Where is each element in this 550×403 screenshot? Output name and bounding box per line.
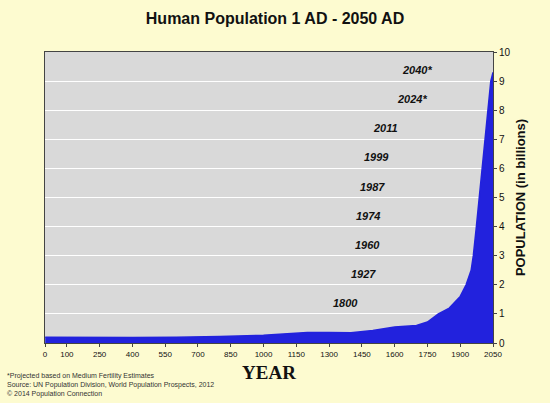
svg-text:100: 100 [60, 350, 74, 359]
svg-text:Human Population 1 AD - 2050 A: Human Population 1 AD - 2050 AD [146, 10, 404, 27]
svg-text:4: 4 [499, 221, 505, 232]
svg-text:1987: 1987 [360, 181, 385, 193]
svg-text:850: 850 [224, 350, 238, 359]
svg-text:*Projected based on Medium Fer: *Projected based on Medium Fertility Est… [7, 372, 214, 398]
svg-text:1450: 1450 [353, 350, 371, 359]
svg-text:1600: 1600 [386, 350, 404, 359]
svg-text:1750: 1750 [419, 350, 437, 359]
svg-text:1: 1 [499, 308, 505, 319]
svg-text:0: 0 [43, 350, 48, 359]
svg-text:1974: 1974 [356, 210, 380, 222]
svg-text:1927: 1927 [351, 268, 376, 280]
svg-text:6: 6 [499, 163, 505, 174]
svg-text:2024*: 2024* [397, 93, 427, 105]
svg-text:5: 5 [499, 192, 505, 203]
svg-text:0: 0 [499, 338, 505, 349]
svg-text:POPULATION (in billions): POPULATION (in billions) [513, 119, 528, 276]
svg-text:400: 400 [126, 350, 140, 359]
svg-text:1000: 1000 [255, 350, 273, 359]
svg-text:1800: 1800 [333, 297, 358, 309]
svg-text:2040*: 2040* [402, 64, 432, 76]
svg-text:9: 9 [499, 76, 505, 87]
svg-text:1999: 1999 [364, 151, 389, 163]
svg-text:1960: 1960 [355, 239, 380, 251]
svg-text:1900: 1900 [451, 350, 469, 359]
svg-text:1150: 1150 [288, 350, 306, 359]
svg-text:700: 700 [191, 350, 205, 359]
svg-text:250: 250 [93, 350, 107, 359]
svg-text:550: 550 [159, 350, 173, 359]
svg-text:8: 8 [499, 105, 505, 116]
svg-text:2011: 2011 [373, 122, 398, 134]
svg-text:10: 10 [499, 47, 511, 58]
svg-text:2050: 2050 [484, 350, 502, 359]
svg-text:2: 2 [499, 279, 505, 290]
svg-text:3: 3 [499, 250, 505, 261]
svg-text:1300: 1300 [320, 350, 338, 359]
svg-text:7: 7 [499, 134, 505, 145]
svg-text:YEAR: YEAR [242, 362, 296, 383]
